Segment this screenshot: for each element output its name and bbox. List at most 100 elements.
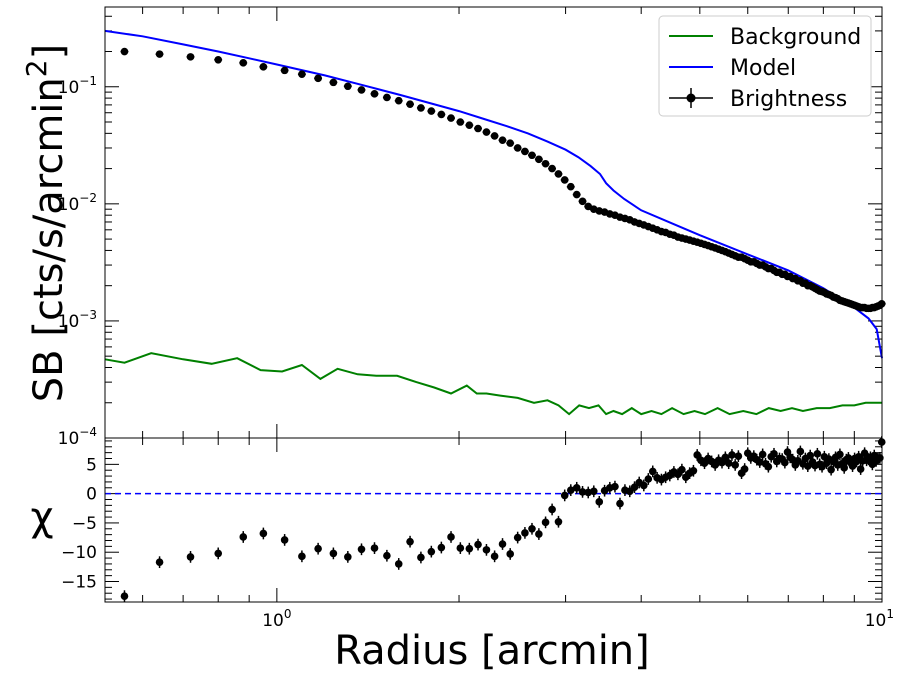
legend-label-brightness: Brightness bbox=[730, 87, 847, 112]
residual-point bbox=[214, 549, 223, 558]
residual-point bbox=[728, 451, 736, 459]
residual-point bbox=[740, 465, 749, 473]
residual-point bbox=[758, 450, 767, 459]
residual-point bbox=[827, 465, 835, 474]
residual-point bbox=[595, 498, 604, 506]
brightness-point bbox=[357, 86, 366, 94]
residual-point bbox=[370, 544, 379, 552]
residual-ytick-label: −10 bbox=[61, 543, 97, 563]
brightness-point bbox=[427, 107, 436, 115]
brightness-point bbox=[535, 155, 543, 164]
residual-point bbox=[456, 544, 465, 552]
residual-point bbox=[770, 450, 778, 458]
residual-point bbox=[447, 533, 455, 541]
residual-ytick-label: −15 bbox=[61, 573, 97, 593]
brightness-point bbox=[437, 110, 446, 119]
residual-point bbox=[490, 552, 499, 561]
residual-point bbox=[721, 453, 730, 462]
brightness-point bbox=[394, 96, 403, 105]
residual-point bbox=[417, 553, 425, 562]
legend-frame bbox=[658, 15, 872, 117]
brightness-point bbox=[521, 147, 529, 156]
residual-point bbox=[611, 482, 619, 491]
brightness-point bbox=[417, 104, 425, 112]
residual-point bbox=[840, 464, 848, 472]
residual-point bbox=[314, 544, 322, 553]
legend-label-model: Model bbox=[730, 56, 796, 81]
brightness-point bbox=[447, 114, 455, 122]
brightness-point bbox=[572, 190, 581, 199]
sb-line-model bbox=[104, 29, 883, 359]
residual-axes-frame bbox=[104, 437, 883, 603]
brightness-point bbox=[566, 182, 575, 191]
residual-point bbox=[734, 452, 743, 460]
residual-point bbox=[329, 549, 338, 558]
brightness-point bbox=[406, 100, 414, 108]
residual-point bbox=[589, 487, 598, 496]
residual-point bbox=[648, 467, 657, 476]
residual-point bbox=[239, 533, 248, 541]
residual-point bbox=[259, 529, 268, 538]
residual-point bbox=[678, 465, 686, 474]
residual-point bbox=[406, 537, 414, 546]
legend-items: Background Model Brightness bbox=[669, 25, 861, 112]
residual-point bbox=[344, 553, 352, 561]
residual-ytick-label: 0 bbox=[86, 485, 97, 505]
brightness-point bbox=[513, 144, 522, 152]
brightness-point bbox=[329, 78, 338, 87]
residual-ytick-label: −5 bbox=[72, 514, 97, 534]
brightness-point bbox=[465, 121, 474, 129]
brightness-point bbox=[541, 159, 550, 168]
sb-ytick-labels: 10−4 10−3 10−2 10−1 bbox=[58, 74, 97, 449]
brightness-point bbox=[214, 55, 223, 64]
brightness-point bbox=[560, 176, 569, 184]
residual-point bbox=[693, 451, 701, 459]
residual-xtick-labels: 100 101 bbox=[262, 607, 894, 631]
residual-point bbox=[554, 517, 563, 526]
brightness-point bbox=[280, 66, 289, 75]
residual-point bbox=[427, 547, 436, 556]
residual-point bbox=[474, 540, 482, 549]
residual-xtick-label: 100 bbox=[262, 607, 291, 631]
residual-point bbox=[513, 533, 522, 542]
residual-series bbox=[105, 436, 886, 602]
legend-swatch-brightness bbox=[686, 93, 696, 103]
residual-ytick-label: 5 bbox=[86, 455, 97, 475]
brightness-point bbox=[548, 164, 556, 173]
sb-ytick-label: 10−1 bbox=[58, 74, 97, 98]
sb-line-background bbox=[104, 352, 882, 416]
brightness-point bbox=[239, 59, 248, 67]
brightness-point bbox=[554, 170, 563, 178]
residual-point bbox=[548, 505, 556, 514]
brightness-point bbox=[314, 74, 322, 83]
residual-panel: 5 0 −5 −10 −15 100 101 bbox=[61, 436, 894, 631]
residual-point bbox=[640, 481, 648, 490]
residual-point bbox=[298, 552, 306, 561]
residual-point bbox=[506, 550, 515, 558]
residual-point bbox=[856, 465, 865, 473]
residual-point bbox=[572, 483, 581, 492]
brightness-point bbox=[155, 50, 164, 58]
residual-point bbox=[521, 529, 529, 537]
residual-point bbox=[731, 461, 739, 469]
brightness-point bbox=[578, 197, 587, 206]
brightness-point bbox=[490, 132, 499, 140]
residual-point bbox=[876, 454, 884, 462]
residual-point bbox=[755, 458, 764, 466]
residual-point bbox=[813, 450, 822, 458]
residual-point bbox=[644, 475, 653, 483]
sb-series bbox=[104, 29, 886, 416]
residual-point bbox=[764, 462, 773, 471]
sb-ytick-label: 10−4 bbox=[58, 425, 97, 449]
residual-point bbox=[482, 546, 491, 554]
residual-point bbox=[498, 540, 507, 548]
brightness-point bbox=[344, 82, 352, 91]
brightness-point bbox=[498, 136, 507, 144]
brightness-point bbox=[120, 47, 129, 56]
residual-point bbox=[437, 543, 446, 552]
brightness-point bbox=[383, 93, 391, 102]
sb-ytick-label: 10−3 bbox=[58, 308, 97, 332]
residual-point bbox=[357, 545, 366, 554]
residual-point bbox=[280, 536, 289, 544]
